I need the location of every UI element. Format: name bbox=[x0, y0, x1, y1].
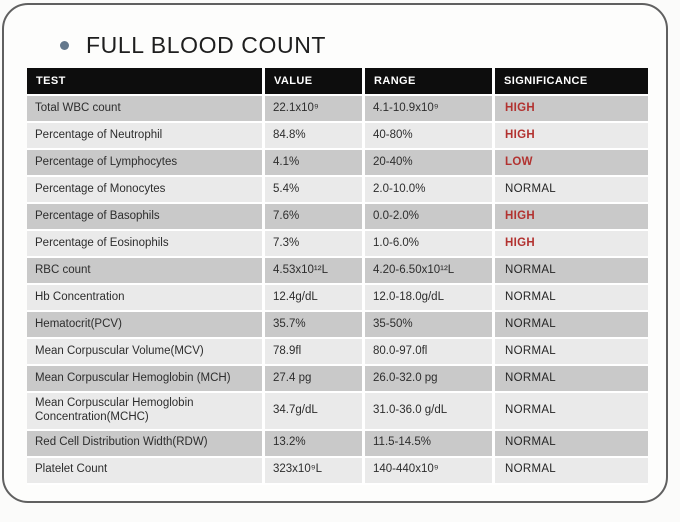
cell-test: Percentage of Lymphocytes bbox=[27, 150, 265, 175]
cell-test: Mean Corpuscular Volume(MCV) bbox=[27, 339, 265, 364]
cell-significance: HIGH bbox=[495, 231, 648, 256]
cell-value: 84.8% bbox=[265, 123, 365, 148]
cell-range: 12.0-18.0g/dL bbox=[365, 285, 495, 310]
cell-range: 2.0-10.0% bbox=[365, 177, 495, 202]
cell-significance: NORMAL bbox=[495, 258, 648, 283]
page-title: FULL BLOOD COUNT bbox=[86, 32, 327, 58]
cell-value: 7.6% bbox=[265, 204, 365, 229]
cell-range: 80.0-97.0fl bbox=[365, 339, 495, 364]
table-row: RBC count 4.53x10¹²L 4.20-6.50x10¹²L NOR… bbox=[27, 258, 648, 285]
cell-value: 323x10⁹L bbox=[265, 457, 365, 483]
cell-test: Percentage of Eosinophils bbox=[27, 231, 265, 256]
table-header-row: TEST VALUE RANGE SIGNIFICANCE bbox=[27, 68, 648, 96]
cell-value: 12.4g/dL bbox=[265, 285, 365, 310]
col-header-range: RANGE bbox=[365, 68, 495, 94]
cell-range: 26.0-32.0 pg bbox=[365, 366, 495, 391]
cell-test: Red Cell Distribution Width(RDW) bbox=[27, 430, 265, 456]
cell-significance: NORMAL bbox=[495, 285, 648, 310]
table-row: Mean Corpuscular Hemoglobin (MCH) 27.4 p… bbox=[27, 366, 648, 393]
table-row: Hematocrit(PCV) 35.7% 35-50% NORMAL bbox=[27, 312, 648, 339]
table-row: Hb Concentration 12.4g/dL 12.0-18.0g/dL … bbox=[27, 285, 648, 312]
cell-test: Mean Corpuscular Hemoglobin Concentratio… bbox=[27, 393, 265, 429]
cell-test: Percentage of Basophils bbox=[27, 204, 265, 229]
cell-value: 27.4 pg bbox=[265, 366, 365, 391]
cell-range: 4.1-10.9x10⁹ bbox=[365, 96, 495, 121]
cell-significance: HIGH bbox=[495, 123, 648, 148]
cell-value: 78.9fl bbox=[265, 339, 365, 364]
cell-value: 35.7% bbox=[265, 312, 365, 337]
cell-range: 40-80% bbox=[365, 123, 495, 148]
table-row: Total WBC count 22.1x10⁹ 4.1-10.9x10⁹ HI… bbox=[27, 96, 648, 123]
col-header-test: TEST bbox=[27, 68, 265, 94]
col-header-significance: SIGNIFICANCE bbox=[504, 75, 588, 87]
cell-value: 34.7g/dL bbox=[265, 393, 365, 429]
cell-range: 0.0-2.0% bbox=[365, 204, 495, 229]
cell-test: Mean Corpuscular Hemoglobin (MCH) bbox=[27, 366, 265, 391]
title-row: FULL BLOOD COUNT bbox=[60, 32, 326, 59]
cell-significance: NORMAL bbox=[495, 177, 648, 202]
cell-test: Hematocrit(PCV) bbox=[27, 312, 265, 337]
table-row: Percentage of Neutrophil 84.8% 40-80% HI… bbox=[27, 123, 648, 150]
cell-significance: NORMAL bbox=[495, 393, 648, 429]
cell-value: 22.1x10⁹ bbox=[265, 96, 365, 121]
cell-value: 7.3% bbox=[265, 231, 365, 256]
cell-value: 4.53x10¹²L bbox=[265, 258, 365, 283]
cell-significance: NORMAL bbox=[495, 312, 648, 337]
table-row: Red Cell Distribution Width(RDW) 13.2% 1… bbox=[27, 430, 648, 458]
cell-value: 5.4% bbox=[265, 177, 365, 202]
cell-significance: NORMAL bbox=[495, 366, 648, 391]
cell-test: RBC count bbox=[27, 258, 265, 283]
cell-value: 13.2% bbox=[265, 430, 365, 456]
cell-significance: NORMAL bbox=[495, 457, 648, 483]
table-row: Mean Corpuscular Hemoglobin Concentratio… bbox=[27, 393, 648, 431]
cell-test: Percentage of Neutrophil bbox=[27, 123, 265, 148]
table-row: Platelet Count 323x10⁹L 140-440x10⁹ NORM… bbox=[27, 457, 648, 485]
cell-range: 1.0-6.0% bbox=[365, 231, 495, 256]
cell-test: Percentage of Monocytes bbox=[27, 177, 265, 202]
blood-count-table: TEST VALUE RANGE SIGNIFICANCE Total WBC … bbox=[27, 68, 648, 485]
cell-significance: HIGH bbox=[495, 96, 648, 121]
cell-significance: HIGH bbox=[495, 204, 648, 229]
table-row: Percentage of Lymphocytes 4.1% 20-40% LO… bbox=[27, 150, 648, 177]
cell-range: 35-50% bbox=[365, 312, 495, 337]
col-header-value: VALUE bbox=[265, 68, 365, 94]
cell-range: 11.5-14.5% bbox=[365, 430, 495, 456]
cell-significance: LOW bbox=[495, 150, 648, 175]
cell-significance: NORMAL bbox=[495, 339, 648, 364]
cell-range: 140-440x10⁹ bbox=[365, 457, 495, 483]
bullet-icon bbox=[60, 41, 69, 50]
cell-range: 20-40% bbox=[365, 150, 495, 175]
cell-test: Hb Concentration bbox=[27, 285, 265, 310]
cell-value: 4.1% bbox=[265, 150, 365, 175]
cell-significance: NORMAL bbox=[495, 430, 648, 456]
table-body: Total WBC count 22.1x10⁹ 4.1-10.9x10⁹ HI… bbox=[27, 96, 648, 485]
cell-test: Total WBC count bbox=[27, 96, 265, 121]
table-row: Mean Corpuscular Volume(MCV) 78.9fl 80.0… bbox=[27, 339, 648, 366]
table-row: Percentage of Basophils 7.6% 0.0-2.0% HI… bbox=[27, 204, 648, 231]
cell-range: 4.20-6.50x10¹²L bbox=[365, 258, 495, 283]
cell-test: Platelet Count bbox=[27, 457, 265, 483]
table-row: Percentage of Monocytes 5.4% 2.0-10.0% N… bbox=[27, 177, 648, 204]
table-row: Percentage of Eosinophils 7.3% 1.0-6.0% … bbox=[27, 231, 648, 258]
cell-range: 31.0-36.0 g/dL bbox=[365, 393, 495, 429]
